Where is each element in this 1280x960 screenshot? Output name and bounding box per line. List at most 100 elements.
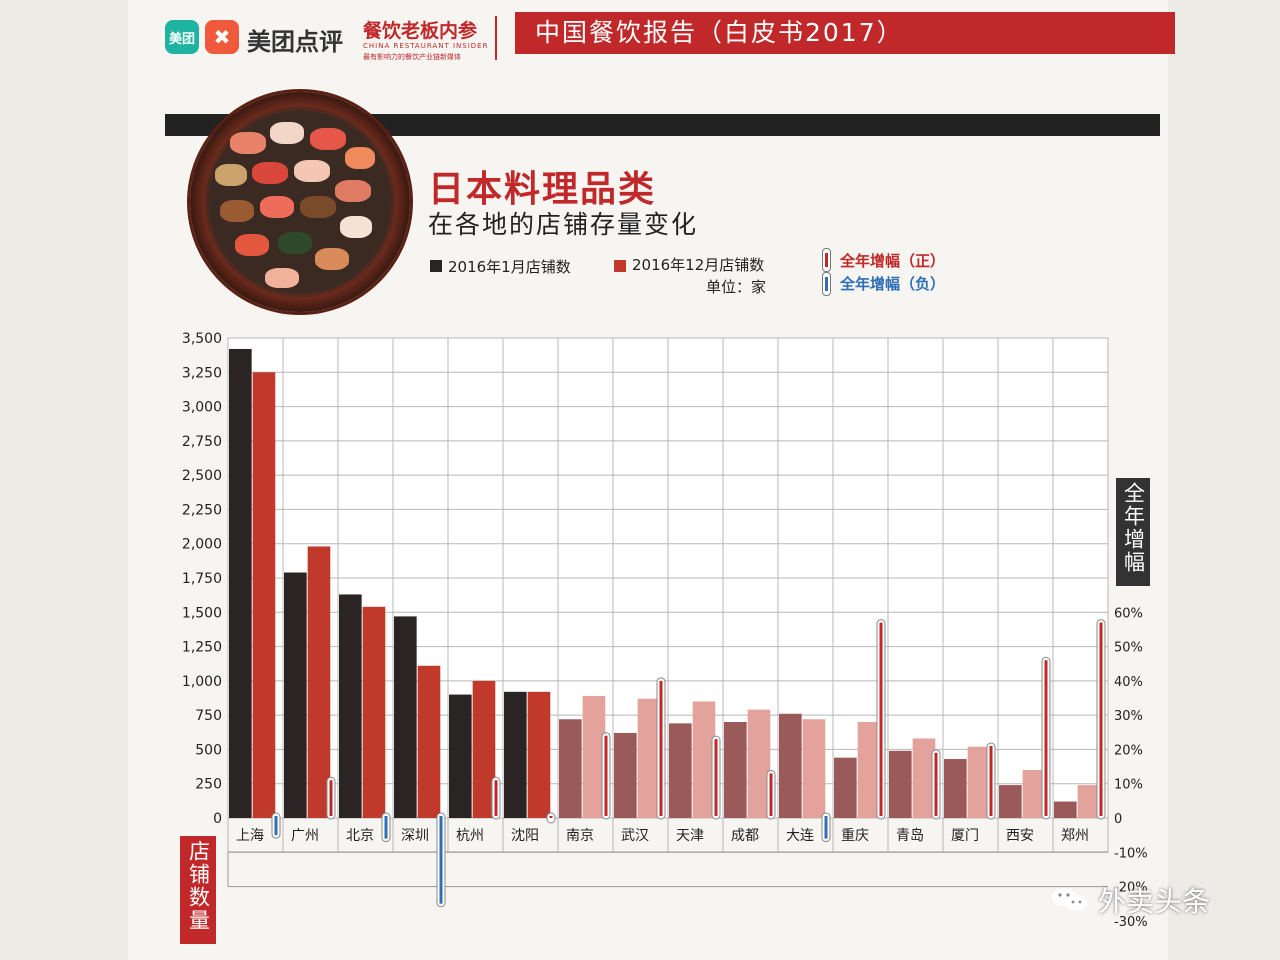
bar-jan xyxy=(999,785,1022,818)
bar-jan xyxy=(889,750,912,818)
legend-label-growth-positive: 全年增幅（正） xyxy=(840,252,946,270)
bar-jan xyxy=(669,723,692,818)
sushi-plate-image xyxy=(190,92,410,312)
category-label: 重庆 xyxy=(841,828,869,844)
bar-jan xyxy=(284,572,307,818)
category-label: 西安 xyxy=(1006,828,1034,844)
growth-fill xyxy=(384,816,388,839)
legend-swatch-jan xyxy=(430,260,442,272)
bar-jan xyxy=(614,732,637,818)
publication-tagline: 最有影响力的餐饮产业链新媒体 xyxy=(363,53,461,61)
bar-dec xyxy=(1022,770,1046,818)
growth-fill xyxy=(879,622,883,816)
category-label: 深圳 xyxy=(401,828,429,844)
bar-dec xyxy=(582,695,606,818)
dianping-logo: ✖ xyxy=(205,20,239,54)
category-label: 厦门 xyxy=(951,828,979,844)
publication-name: 餐饮老板内参 xyxy=(363,20,478,42)
bar-jan xyxy=(834,757,857,818)
chart-title: 日本料理品类 xyxy=(428,169,657,210)
growth-fill xyxy=(769,773,773,816)
category-label: 青岛 xyxy=(896,828,924,844)
left-axis-title: 店铺数量 xyxy=(180,836,216,944)
thermometer-positive-icon xyxy=(822,248,831,272)
category-label: 沈阳 xyxy=(511,828,539,844)
header-bar: 美团 ✖ 美团点评 餐饮老板内参 CHINA RESTAURANT INSIDE… xyxy=(165,12,1175,62)
growth-fill xyxy=(549,816,553,818)
y-tick-label: 1,000 xyxy=(182,674,222,690)
growth-fill xyxy=(934,752,938,816)
y2-tick-label: 40% xyxy=(1114,675,1143,690)
y-tick-label: 2,750 xyxy=(182,434,222,450)
legend-label-dec: 2016年12月店铺数 xyxy=(632,256,765,274)
brand-name: 美团点评 xyxy=(247,28,343,56)
category-label: 南京 xyxy=(566,828,594,844)
bar-jan xyxy=(339,594,362,818)
y-tick-label: 1,500 xyxy=(182,605,222,621)
y-tick-label: 0 xyxy=(213,811,222,827)
bar-dec xyxy=(252,372,276,818)
y-tick-label: 3,500 xyxy=(182,331,222,347)
category-label: 北京 xyxy=(346,828,374,844)
y-tick-label: 2,500 xyxy=(182,468,222,484)
y2-tick-label: -10% xyxy=(1114,846,1148,861)
y-tick-label: 3,000 xyxy=(182,400,222,416)
thermometer-negative-icon xyxy=(822,272,831,296)
bar-dec xyxy=(362,606,386,818)
publication-english: CHINA RESTAURANT INSIDER xyxy=(363,42,489,50)
y2-tick-label: 60% xyxy=(1114,606,1143,621)
bar-dec xyxy=(1077,785,1101,818)
category-label: 武汉 xyxy=(621,828,649,844)
legend-label-growth-negative: 全年增幅（负） xyxy=(840,275,946,293)
y2-tick-label: 50% xyxy=(1114,641,1143,656)
y-tick-label: 1,750 xyxy=(182,571,222,587)
growth-fill xyxy=(494,780,498,816)
growth-fill xyxy=(439,816,443,904)
y2-tick-label: 20% xyxy=(1114,743,1143,758)
bar-dec xyxy=(417,665,441,818)
bar-jan xyxy=(504,691,527,818)
bar-jan xyxy=(944,759,967,818)
y-tick-label: 250 xyxy=(195,777,222,793)
bar-dec xyxy=(527,691,551,818)
growth-fill xyxy=(1044,660,1048,816)
bar-dec xyxy=(912,738,936,818)
report-title: 中国餐饮报告（白皮书2017） xyxy=(515,12,1175,54)
bar-jan xyxy=(779,713,802,818)
bar-jan xyxy=(724,722,747,818)
bar-jan xyxy=(559,719,582,818)
growth-fill xyxy=(329,780,333,816)
y-tick-label: 500 xyxy=(195,742,222,758)
meituan-logo: 美团 xyxy=(165,20,199,54)
legend-swatch-dec xyxy=(614,260,626,272)
y2-tick-label: -30% xyxy=(1114,915,1148,930)
growth-fill xyxy=(1099,622,1103,816)
category-label: 广州 xyxy=(291,828,319,844)
category-label: 郑州 xyxy=(1061,828,1089,844)
bar-dec xyxy=(857,722,881,818)
y2-tick-label: -20% xyxy=(1114,881,1148,896)
growth-fill xyxy=(659,680,663,816)
growth-fill xyxy=(714,739,718,816)
bar-jan xyxy=(449,694,472,818)
y-tick-label: 750 xyxy=(195,708,222,724)
category-label: 大连 xyxy=(786,828,814,844)
growth-fill xyxy=(604,735,608,816)
y2-tick-label: 30% xyxy=(1114,709,1143,724)
growth-fill xyxy=(824,816,828,839)
category-label: 杭州 xyxy=(456,828,484,844)
bar-jan xyxy=(394,616,417,818)
category-label: 上海 xyxy=(236,828,264,844)
y2-tick-label: 10% xyxy=(1114,778,1143,793)
category-label: 成都 xyxy=(731,828,759,844)
growth-fill xyxy=(274,816,278,836)
legend-label-jan: 2016年1月店铺数 xyxy=(448,258,571,276)
bar-dec xyxy=(692,701,716,818)
growth-fill xyxy=(989,746,993,816)
category-label: 天津 xyxy=(676,828,704,844)
y-tick-label: 2,250 xyxy=(182,502,222,518)
section-divider-bar xyxy=(165,114,1160,136)
bar-dec xyxy=(472,680,496,818)
bar-jan xyxy=(229,348,252,818)
